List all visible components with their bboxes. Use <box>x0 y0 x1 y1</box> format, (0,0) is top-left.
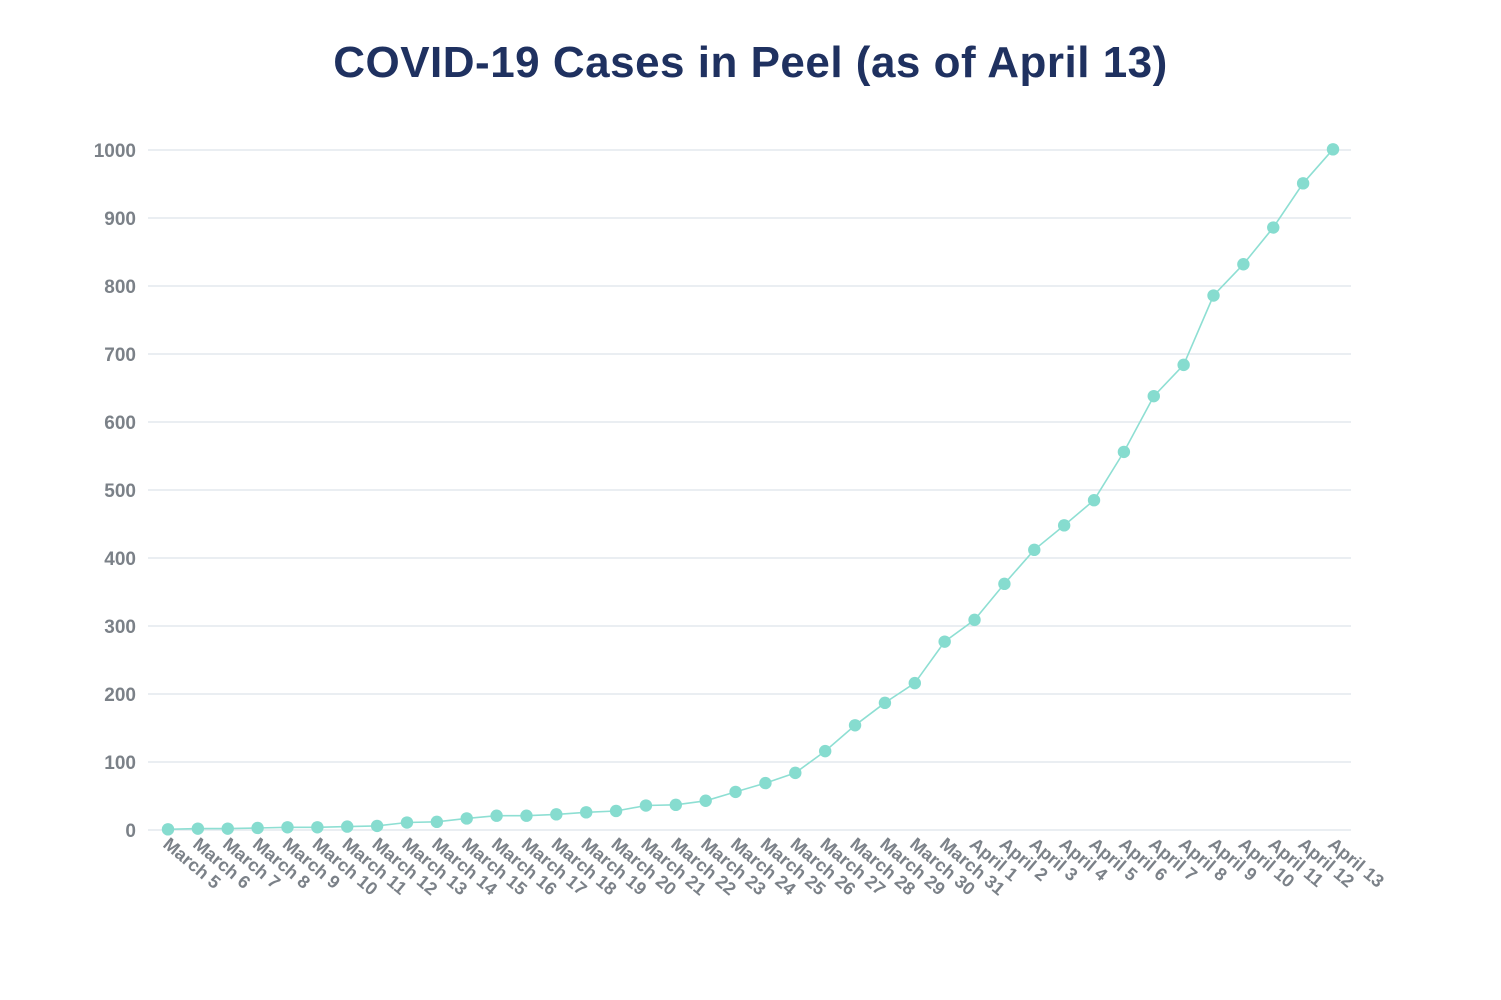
data-point <box>221 822 234 835</box>
data-point <box>460 812 473 825</box>
data-point <box>370 819 384 833</box>
data-point <box>908 676 921 690</box>
y-tick-label: 900 <box>104 209 136 230</box>
data-point <box>878 696 892 710</box>
y-tick-label: 100 <box>104 753 136 774</box>
data-point <box>1237 258 1250 271</box>
y-tick-label: 1000 <box>94 141 136 162</box>
data-point <box>281 821 294 834</box>
y-tick-label: 500 <box>104 481 136 502</box>
data-point <box>341 820 354 833</box>
data-point <box>1207 289 1220 302</box>
gridlines <box>148 149 1351 831</box>
y-tick-label: 600 <box>104 413 136 434</box>
data-point <box>1087 494 1101 507</box>
data-point <box>1117 445 1131 459</box>
data-point <box>400 816 414 829</box>
series-cases <box>161 143 1340 836</box>
data-point <box>580 806 593 819</box>
data-point <box>550 808 563 821</box>
y-axis-ticks: 0 100 200 300 400 500 600 700 800 900 1000 <box>94 141 136 842</box>
data-point <box>818 744 832 758</box>
chart-title: COVID-19 Cases in Peel (as of April 13) <box>333 38 1168 87</box>
data-point <box>759 776 772 790</box>
series-line <box>167 148 1334 831</box>
data-point <box>191 822 205 835</box>
data-point <box>1028 543 1041 557</box>
data-point <box>729 785 742 799</box>
data-point <box>639 799 653 812</box>
data-point <box>1057 519 1071 532</box>
data-point <box>938 635 951 648</box>
y-tick-label: 200 <box>104 685 136 706</box>
data-point <box>609 804 623 818</box>
data-point <box>430 815 444 829</box>
data-point <box>520 809 533 822</box>
data-point <box>669 798 683 812</box>
data-point <box>789 766 802 780</box>
y-tick-label: 300 <box>104 617 136 638</box>
data-point <box>251 821 264 835</box>
y-tick-label: 0 <box>125 821 136 842</box>
data-point <box>1177 358 1190 372</box>
data-point <box>848 719 862 732</box>
data-point <box>1326 143 1340 156</box>
data-point <box>1147 389 1160 403</box>
y-tick-label: 700 <box>104 345 136 366</box>
data-point <box>1296 177 1310 190</box>
data-point <box>490 809 503 822</box>
data-point <box>161 823 175 836</box>
data-point <box>968 613 981 627</box>
data-point <box>311 821 324 834</box>
y-tick-label: 800 <box>104 277 136 298</box>
y-tick-label: 400 <box>104 549 136 570</box>
data-point <box>998 577 1011 591</box>
data-point <box>1267 221 1280 234</box>
data-point <box>699 794 712 807</box>
